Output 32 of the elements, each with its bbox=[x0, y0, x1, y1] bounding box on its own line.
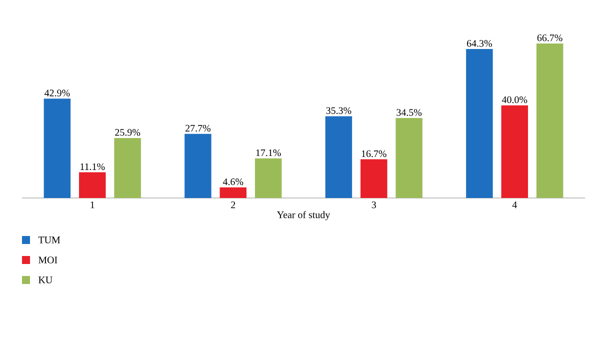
data-label: 17.1% bbox=[256, 149, 281, 156]
x-tick-label: 3 bbox=[372, 202, 376, 208]
bar bbox=[44, 98, 71, 198]
x-tick-label: 4 bbox=[512, 202, 517, 208]
x-tick-label: 2 bbox=[231, 202, 236, 208]
data-label: 42.9% bbox=[44, 90, 70, 96]
data-label: 16.7% bbox=[362, 150, 386, 158]
bar bbox=[254, 158, 282, 198]
legend-label: MOI bbox=[38, 256, 58, 264]
bar bbox=[325, 116, 352, 198]
bar bbox=[360, 159, 388, 198]
x-tick-label: 1 bbox=[90, 202, 94, 208]
legend-label: KU bbox=[38, 276, 52, 284]
bar bbox=[396, 118, 422, 198]
data-label: 66.7% bbox=[537, 34, 562, 42]
bar bbox=[220, 187, 246, 198]
legend-label: TUM bbox=[38, 236, 60, 244]
data-label: 40.0% bbox=[502, 96, 528, 104]
bar bbox=[79, 172, 106, 198]
data-label: 11.1% bbox=[80, 163, 105, 170]
data-label: 35.3% bbox=[326, 107, 352, 114]
data-label: 64.3% bbox=[467, 40, 492, 47]
bar bbox=[536, 43, 564, 198]
data-label: 25.9% bbox=[115, 129, 140, 136]
bar bbox=[501, 105, 528, 198]
data-label: 27.7% bbox=[186, 124, 210, 132]
data-label: 4.6% bbox=[222, 178, 244, 186]
bar bbox=[184, 134, 212, 198]
bar bbox=[466, 49, 493, 198]
x-axis-title: Year of study bbox=[277, 211, 330, 220]
data-label: 34.5% bbox=[396, 109, 422, 116]
bar bbox=[114, 138, 141, 198]
